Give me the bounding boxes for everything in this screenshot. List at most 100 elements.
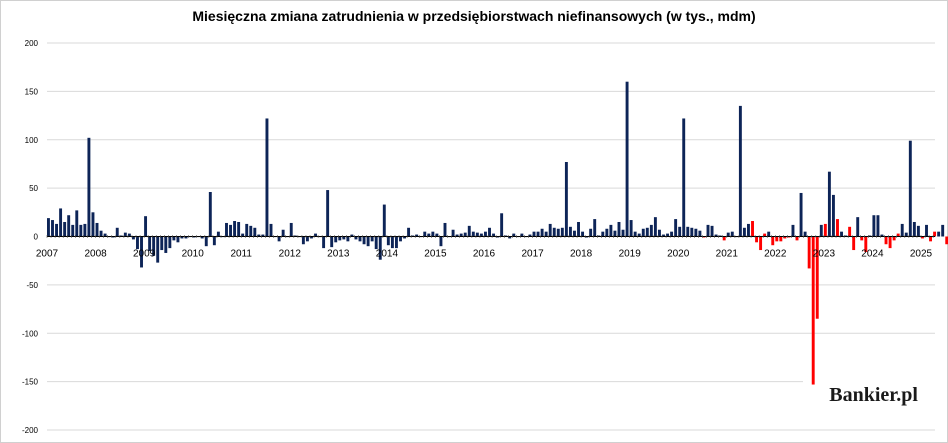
bar: [471, 231, 475, 237]
bar: [265, 118, 269, 237]
x-tick-label: 2022: [764, 249, 787, 260]
bar: [900, 223, 904, 237]
bar: [71, 224, 75, 237]
bar: [767, 231, 771, 237]
bar: [75, 210, 79, 237]
bar: [795, 236, 799, 241]
bar: [229, 224, 232, 237]
bar: [216, 231, 220, 237]
bar: [698, 230, 702, 237]
bar: [678, 226, 682, 237]
bar: [941, 224, 945, 237]
bar: [933, 231, 937, 237]
bar: [840, 231, 843, 237]
bar: [568, 226, 572, 237]
bar: [912, 221, 916, 237]
bar: [131, 236, 135, 240]
bar: [156, 236, 160, 263]
bar: [937, 231, 941, 237]
bars: [47, 81, 948, 385]
bar: [342, 236, 346, 240]
bar: [645, 227, 649, 237]
bar: [629, 220, 633, 237]
bar: [755, 236, 759, 243]
bar: [528, 234, 532, 237]
bar: [771, 236, 775, 246]
bar: [896, 233, 900, 237]
x-tick-label: 2020: [667, 249, 690, 260]
bar: [407, 227, 411, 237]
bar: [334, 236, 338, 243]
bar: [625, 81, 629, 237]
bar: [204, 236, 208, 247]
bar: [63, 221, 67, 237]
bar: [257, 234, 261, 237]
bar: [823, 223, 827, 237]
bar: [164, 236, 168, 253]
bar: [326, 190, 330, 237]
chart-title: Miesięczna zmiana zatrudnienia w przedsi…: [192, 8, 756, 24]
bar: [289, 222, 293, 237]
bar: [127, 233, 131, 237]
bar: [540, 228, 544, 237]
bar: [301, 236, 305, 245]
bar: [657, 229, 661, 237]
bar: [390, 236, 394, 249]
bar: [690, 227, 694, 237]
bar: [581, 231, 585, 237]
bar: [346, 236, 350, 242]
bar: [168, 236, 172, 249]
bar: [479, 233, 483, 237]
bar: [277, 236, 281, 242]
bar: [783, 236, 787, 239]
y-tick-label: 200: [25, 39, 39, 48]
y-tick-label: -50: [26, 281, 38, 290]
bar: [730, 231, 734, 237]
bar: [674, 219, 678, 237]
bar: [649, 224, 653, 237]
bar: [925, 224, 928, 237]
x-tick-label: 2013: [327, 249, 350, 260]
bar: [354, 236, 358, 240]
bar: [848, 226, 852, 237]
bar: [225, 222, 228, 237]
bar: [431, 231, 435, 237]
x-tick-label: 2012: [279, 249, 302, 260]
x-tick-label: 2024: [861, 249, 884, 260]
bar: [55, 223, 58, 237]
bar: [338, 236, 342, 241]
bar: [710, 225, 714, 237]
bar: [512, 233, 516, 237]
bar: [548, 223, 552, 237]
bar: [467, 225, 471, 237]
bar: [811, 236, 815, 385]
bar: [439, 236, 443, 247]
bar: [160, 236, 164, 251]
bar: [880, 234, 884, 237]
bar: [945, 236, 948, 245]
bar: [200, 236, 204, 239]
bar: [751, 221, 754, 237]
y-tick-label: -150: [22, 378, 39, 387]
bar: [152, 236, 156, 256]
bar: [552, 227, 556, 237]
bar: [747, 223, 750, 237]
bar: [532, 231, 536, 237]
bar: [556, 228, 560, 237]
bar: [929, 236, 932, 242]
bar: [91, 212, 95, 237]
bar: [382, 204, 386, 237]
bar: [852, 236, 856, 251]
x-tick-label: 2009: [133, 249, 156, 260]
x-tick-label: 2007: [36, 249, 59, 260]
bar: [87, 137, 91, 237]
bar: [827, 171, 831, 237]
bar: [386, 236, 390, 246]
bar: [374, 236, 378, 250]
bar: [455, 234, 459, 237]
bar: [208, 192, 212, 237]
bar: [370, 236, 374, 242]
bar: [261, 234, 265, 237]
bar: [605, 228, 609, 237]
